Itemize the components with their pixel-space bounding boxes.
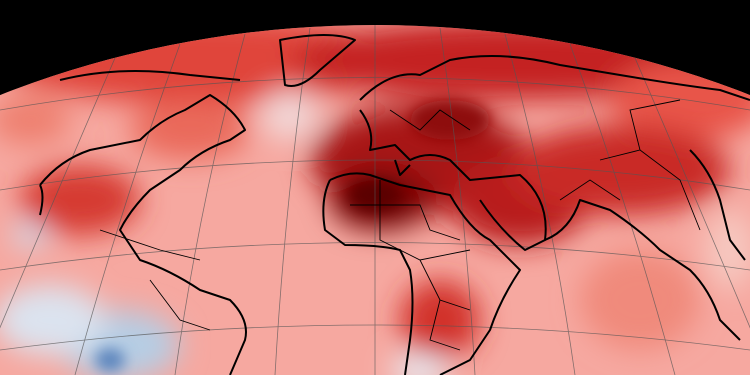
graticule xyxy=(0,25,750,375)
coastlines xyxy=(39,34,750,375)
borders xyxy=(99,99,701,351)
